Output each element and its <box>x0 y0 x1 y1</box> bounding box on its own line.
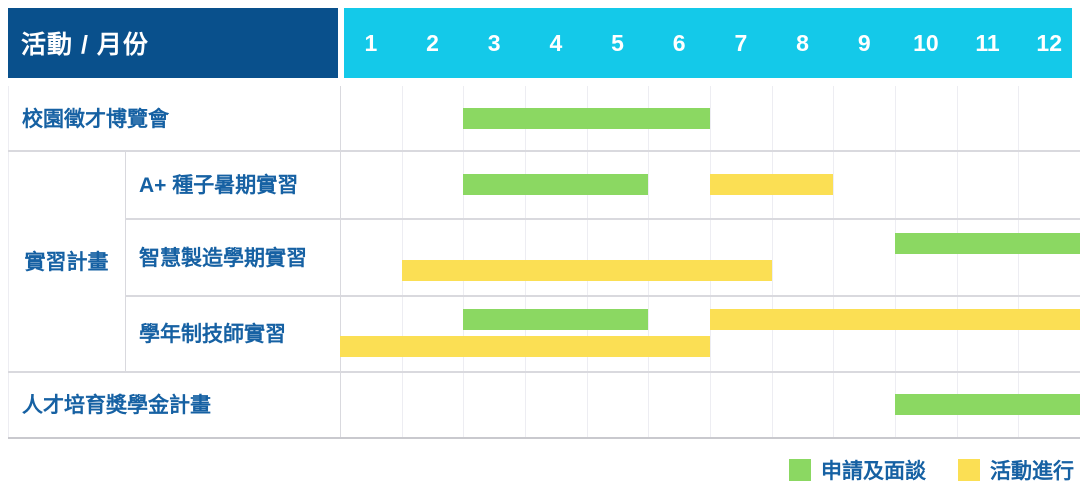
month-label: 11 <box>975 29 1000 56</box>
bar-line <box>340 232 1080 254</box>
table-bottom-border <box>8 437 1080 439</box>
row-bars <box>340 295 1080 371</box>
bar-line <box>340 259 1080 281</box>
corner-header: 活動 / 月份 <box>8 8 338 78</box>
month-label: 6 <box>672 29 686 56</box>
bar-line <box>340 173 1080 195</box>
row-bars <box>340 86 1080 150</box>
month-label: 5 <box>611 29 624 56</box>
gantt-bar <box>463 309 649 330</box>
legend-item: 申請及面談 <box>789 455 926 485</box>
gantt-bar <box>895 232 1080 254</box>
row-bars <box>340 218 1080 295</box>
table-left-border <box>8 86 9 437</box>
corner-header-label: 活動 / 月份 <box>21 31 149 59</box>
month-gridline <box>1018 86 1020 437</box>
month-header: 1 2 3 4 5 6 7 8 9 10 11 12 <box>340 8 1080 78</box>
gantt-bar <box>463 107 710 129</box>
label-column-divider <box>125 150 126 371</box>
row-label: A+ 種子暑期實習 <box>139 174 299 197</box>
gantt-bar <box>895 393 1080 415</box>
row-separator <box>125 218 1080 220</box>
month-header-band <box>344 8 1072 78</box>
gantt-bar <box>401 259 772 281</box>
month-label: 12 <box>1036 29 1063 56</box>
bar-line <box>340 107 1080 129</box>
month-label: 9 <box>857 29 871 56</box>
month-gridline <box>956 86 958 437</box>
row-separator <box>8 150 1080 152</box>
row-label: 智慧製造學期實習 <box>139 246 307 270</box>
month-gridline <box>340 86 341 437</box>
month-gridline <box>833 86 835 437</box>
gantt-bar <box>463 173 649 195</box>
row-separator <box>125 295 1080 297</box>
month-label: 4 <box>549 29 563 56</box>
month-label: 10 <box>913 29 939 56</box>
legend-label: 申請及面談 <box>821 460 926 483</box>
row-bars <box>340 150 1080 218</box>
legend-swatch <box>958 459 980 481</box>
month-gridline <box>771 86 773 437</box>
row-label: 學年制技師實習 <box>139 323 286 346</box>
month-label: 8 <box>796 29 809 56</box>
month-label: 1 <box>364 29 378 56</box>
month-label: 7 <box>734 29 748 56</box>
bar-line <box>340 336 1080 357</box>
row-separator <box>8 371 1080 373</box>
legend-label: 活動進行 <box>990 460 1074 483</box>
row-label: 人才培育獎學金計畫 <box>22 394 211 417</box>
row-bars <box>340 371 1080 437</box>
legend-swatch <box>789 459 811 481</box>
bar-line <box>340 393 1080 415</box>
gantt-bar <box>710 173 834 195</box>
month-label: 3 <box>487 29 501 56</box>
bar-line <box>340 309 1080 330</box>
legend: 申請及面談 活動進行 <box>789 456 1074 484</box>
legend-item: 活動進行 <box>958 455 1074 485</box>
gantt-bar <box>710 309 1080 330</box>
gantt-bar <box>340 336 710 357</box>
month-label: 2 <box>426 29 439 56</box>
row-label: 校園徵才博覽會 <box>22 108 169 131</box>
group-label: 實習計畫 <box>24 250 109 274</box>
month-gridline <box>895 86 896 437</box>
